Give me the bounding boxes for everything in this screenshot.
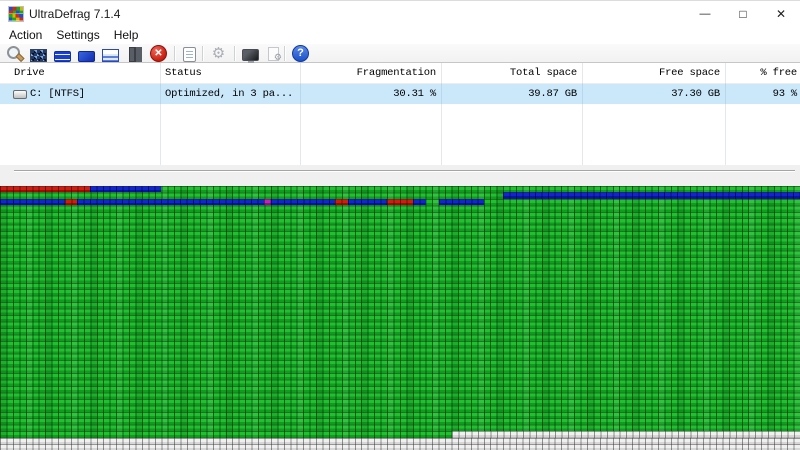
title-bar[interactable]: UltraDefrag 7.1.4 — □ ✕: [0, 1, 800, 27]
status-cell: Optimized, in 3 pa...: [165, 88, 294, 100]
hard-drive-icon: [13, 89, 27, 99]
map-run-red: [0, 186, 91, 193]
percent-free-cell: 93 %: [772, 88, 798, 100]
column-separator[interactable]: [441, 63, 442, 165]
map-run-blue: [0, 198, 65, 206]
total-space-cell: 39.87 GB: [528, 88, 577, 100]
free-space-cell: 37.30 GB: [671, 88, 720, 100]
menu-bar: Action Settings Help: [0, 27, 800, 44]
drive-cell: C: [NTFS]: [0, 84, 160, 104]
analyze-magnifier-icon[interactable]: [6, 45, 23, 62]
column-separator[interactable]: [582, 63, 583, 165]
boot-scan-monitor-icon[interactable]: [242, 49, 259, 63]
toolbar-separator: [234, 45, 235, 61]
quick-optimize-icon[interactable]: [54, 50, 71, 62]
toolbar-separator: [174, 45, 175, 61]
map-run-blue: [348, 198, 387, 206]
help-icon[interactable]: ?: [292, 44, 309, 62]
minimize-button[interactable]: —: [699, 8, 711, 20]
map-run-gray: [0, 437, 800, 444]
map-run-blue: [77, 198, 265, 206]
map-run-blue: [412, 198, 426, 206]
stop-icon[interactable]: ✕: [150, 44, 167, 62]
cluster-map-green-base: [0, 186, 800, 450]
map-run-blue: [270, 198, 336, 206]
app-logo-icon: [8, 6, 24, 22]
map-run-red: [64, 198, 78, 206]
column-separator[interactable]: [300, 63, 301, 165]
map-run-gray: [451, 431, 800, 438]
toolbar: ✕ ⚙ ?: [0, 44, 800, 63]
splitter-grip[interactable]: [14, 170, 795, 172]
column-separator[interactable]: [160, 63, 161, 165]
column-separator[interactable]: [725, 63, 726, 165]
map-run-red: [335, 198, 349, 206]
map-run-gray: [0, 444, 800, 450]
column-header-percent-free[interactable]: % free: [760, 67, 797, 79]
settings-gear-icon[interactable]: ⚙: [211, 44, 226, 62]
full-optimize-icon[interactable]: [78, 50, 95, 62]
drive-list: Drive Status Fragmentation Total space F…: [0, 63, 800, 165]
close-button[interactable]: ✕: [775, 7, 787, 21]
menu-settings[interactable]: Settings: [56, 28, 100, 42]
defragment-mosaic-icon[interactable]: [30, 48, 47, 62]
column-header-total-space[interactable]: Total space: [509, 67, 577, 79]
map-run-blue: [438, 198, 484, 206]
map-run-blue: [503, 192, 800, 199]
drive-label: C: [NTFS]: [30, 88, 85, 100]
menu-help[interactable]: Help: [113, 28, 139, 42]
map-run-magenta: [264, 198, 271, 206]
toolbar-separator: [284, 45, 285, 61]
column-header-fragmentation[interactable]: Fragmentation: [356, 67, 437, 79]
drive-row-c[interactable]: C: [NTFS] Optimized, in 3 pa... 30.31 % …: [0, 84, 800, 104]
menu-action[interactable]: Action: [9, 28, 43, 42]
pause-icon[interactable]: [126, 45, 143, 62]
boot-script-icon[interactable]: [268, 47, 282, 63]
fragmentation-cell: 30.31 %: [393, 88, 436, 100]
map-run-blue: [90, 186, 162, 193]
optimize-mft-icon[interactable]: [102, 48, 119, 62]
window-controls: — □ ✕: [686, 1, 800, 27]
splitter[interactable]: [0, 165, 800, 186]
cluster-map: [0, 186, 800, 450]
report-icon[interactable]: [183, 46, 196, 62]
map-run-red: [387, 198, 413, 206]
column-header-drive[interactable]: Drive: [14, 67, 45, 79]
column-header-free-space[interactable]: Free space: [658, 67, 720, 79]
drive-list-header: Drive Status Fragmentation Total space F…: [0, 63, 800, 84]
maximize-button[interactable]: □: [739, 7, 747, 21]
window-title: UltraDefrag 7.1.4: [29, 7, 121, 21]
column-header-status[interactable]: Status: [165, 67, 202, 79]
toolbar-separator: [202, 45, 203, 61]
